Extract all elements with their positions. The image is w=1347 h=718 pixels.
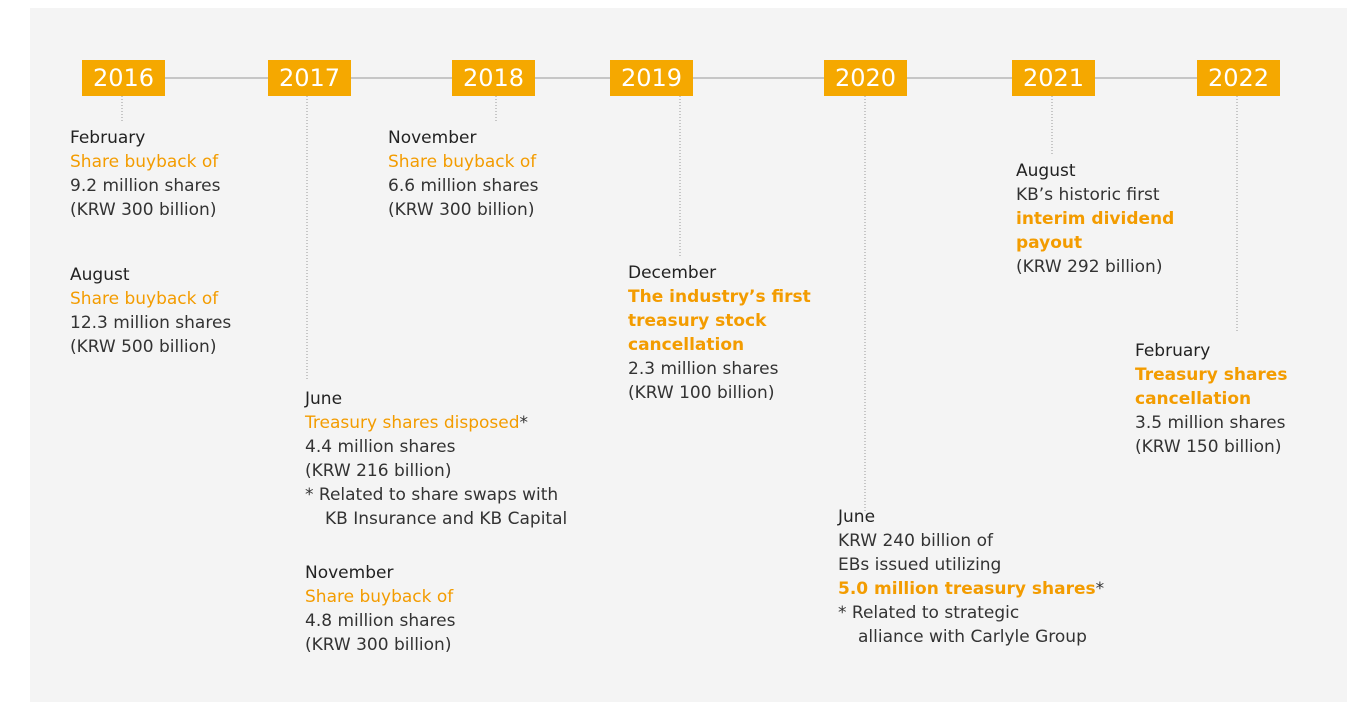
event-line: payout xyxy=(1016,231,1174,255)
year-badge: 2017 xyxy=(268,60,351,96)
body-text: 12.3 million shares xyxy=(70,313,232,333)
highlight-text: Treasury shares disposed xyxy=(305,413,520,433)
event-line: cancellation xyxy=(1135,387,1287,411)
body-text: 3.5 million shares xyxy=(1135,413,1286,433)
event: August KB’s historic first interim dividen… xyxy=(1016,159,1174,279)
event-line: Share buyback of xyxy=(388,150,538,174)
body-text: (KRW 500 billion) xyxy=(70,337,217,357)
event-line: 12.3 million shares xyxy=(70,311,231,335)
event-line: (KRW 500 billion) xyxy=(70,335,231,359)
footnote: KB Insurance and KB Capital xyxy=(325,509,568,529)
event-line: (KRW 216 billion) xyxy=(305,459,567,483)
event-line: Treasury shares xyxy=(1135,363,1287,387)
year-badge: 2016 xyxy=(82,60,165,96)
event-month: February xyxy=(70,128,146,148)
highlight-text: cancellation xyxy=(1135,389,1252,409)
event-month: November xyxy=(305,563,394,583)
event-line: 4.4 million shares xyxy=(305,435,567,459)
body-text: (KRW 300 billion) xyxy=(305,635,452,655)
event-line: 2.3 million shares xyxy=(628,357,811,381)
highlight-text: cancellation xyxy=(628,335,745,355)
highlight-text: The industry’s first xyxy=(628,287,811,307)
footnote: * Related to share swaps with xyxy=(305,485,559,505)
event-line: The industry’s first xyxy=(628,285,811,309)
footnote: alliance with Carlyle Group xyxy=(858,627,1087,647)
event: November Share buyback of 6.6 million shar… xyxy=(388,126,538,222)
body-text: KRW 240 billion of xyxy=(838,531,993,551)
event-month: August xyxy=(70,265,130,285)
highlight-text: payout xyxy=(1016,233,1083,253)
body-text: (KRW 300 billion) xyxy=(388,200,535,220)
event: February Share buyback of 9.2 million shar… xyxy=(70,126,220,222)
body-text: 4.8 million shares xyxy=(305,611,456,631)
event-line: 5.0 million treasury shares* xyxy=(838,577,1104,601)
event-month: February xyxy=(1135,341,1211,361)
body-text: (KRW 216 billion) xyxy=(305,461,452,481)
body-text: (KRW 150 billion) xyxy=(1135,437,1282,457)
year-badge: 2021 xyxy=(1012,60,1095,96)
highlight-text: Share buyback of xyxy=(70,152,219,172)
body-text: * xyxy=(1095,579,1105,599)
event-line: (KRW 300 billion) xyxy=(305,633,455,657)
highlight-text: Share buyback of xyxy=(305,587,454,607)
body-text: 9.2 million shares xyxy=(70,176,221,196)
event-line: (KRW 292 billion) xyxy=(1016,255,1174,279)
body-text: 4.4 million shares xyxy=(305,437,456,457)
event: June Treasury shares disposed* 4.4 million… xyxy=(305,387,567,531)
background-panel xyxy=(30,8,1347,702)
highlight-text: Treasury shares xyxy=(1135,365,1288,385)
event-line: 4.8 million shares xyxy=(305,609,455,633)
event-line: (KRW 150 billion) xyxy=(1135,435,1287,459)
body-text: 6.6 million shares xyxy=(388,176,539,196)
body-text: (KRW 292 billion) xyxy=(1016,257,1163,277)
event-line: Treasury shares disposed* xyxy=(305,411,567,435)
event-line: cancellation xyxy=(628,333,811,357)
event: August Share buyback of 12.3 million share… xyxy=(70,263,231,359)
event-month: November xyxy=(388,128,477,148)
event-line: Share buyback of xyxy=(70,150,220,174)
event-line: 6.6 million shares xyxy=(388,174,538,198)
body-text: * xyxy=(519,413,529,433)
event-line: Share buyback of xyxy=(70,287,231,311)
event: June KRW 240 billion of EBs issued utilizi… xyxy=(838,505,1104,649)
event: December The industry’s first treasury sto… xyxy=(628,261,811,405)
event-month: June xyxy=(305,389,343,409)
event-line: treasury stock xyxy=(628,309,811,333)
body-text: KB’s historic first xyxy=(1016,185,1160,205)
event-line: KRW 240 billion of xyxy=(838,529,1104,553)
body-text: EBs issued utilizing xyxy=(838,555,1002,575)
event-line: KB’s historic first xyxy=(1016,183,1174,207)
event: February Treasury shares cancellation 3.5 m… xyxy=(1135,339,1287,459)
event-line: (KRW 300 billion) xyxy=(70,198,220,222)
highlight-text: Share buyback of xyxy=(70,289,219,309)
event-line: 3.5 million shares xyxy=(1135,411,1287,435)
event-month: August xyxy=(1016,161,1076,181)
event: November Share buyback of 4.8 million shar… xyxy=(305,561,455,657)
event-line: (KRW 100 billion) xyxy=(628,381,811,405)
body-text: (KRW 300 billion) xyxy=(70,200,217,220)
body-text: (KRW 100 billion) xyxy=(628,383,775,403)
highlight-text: interim dividend xyxy=(1016,209,1175,229)
footnote: * Related to strategic xyxy=(838,603,1020,623)
event-month: June xyxy=(838,507,876,527)
year-badge: 2022 xyxy=(1197,60,1280,96)
year-badge: 2020 xyxy=(824,60,907,96)
year-badge: 2019 xyxy=(610,60,693,96)
year-badge: 2018 xyxy=(452,60,535,96)
event-month: December xyxy=(628,263,717,283)
event-line: Share buyback of xyxy=(305,585,455,609)
highlight-text: 5.0 million treasury shares xyxy=(838,579,1096,599)
highlight-text: Share buyback of xyxy=(388,152,537,172)
event-line: interim dividend xyxy=(1016,207,1174,231)
body-text: 2.3 million shares xyxy=(628,359,779,379)
event-line: EBs issued utilizing xyxy=(838,553,1104,577)
event-line: 9.2 million shares xyxy=(70,174,220,198)
highlight-text: treasury stock xyxy=(628,311,767,331)
event-line: (KRW 300 billion) xyxy=(388,198,538,222)
